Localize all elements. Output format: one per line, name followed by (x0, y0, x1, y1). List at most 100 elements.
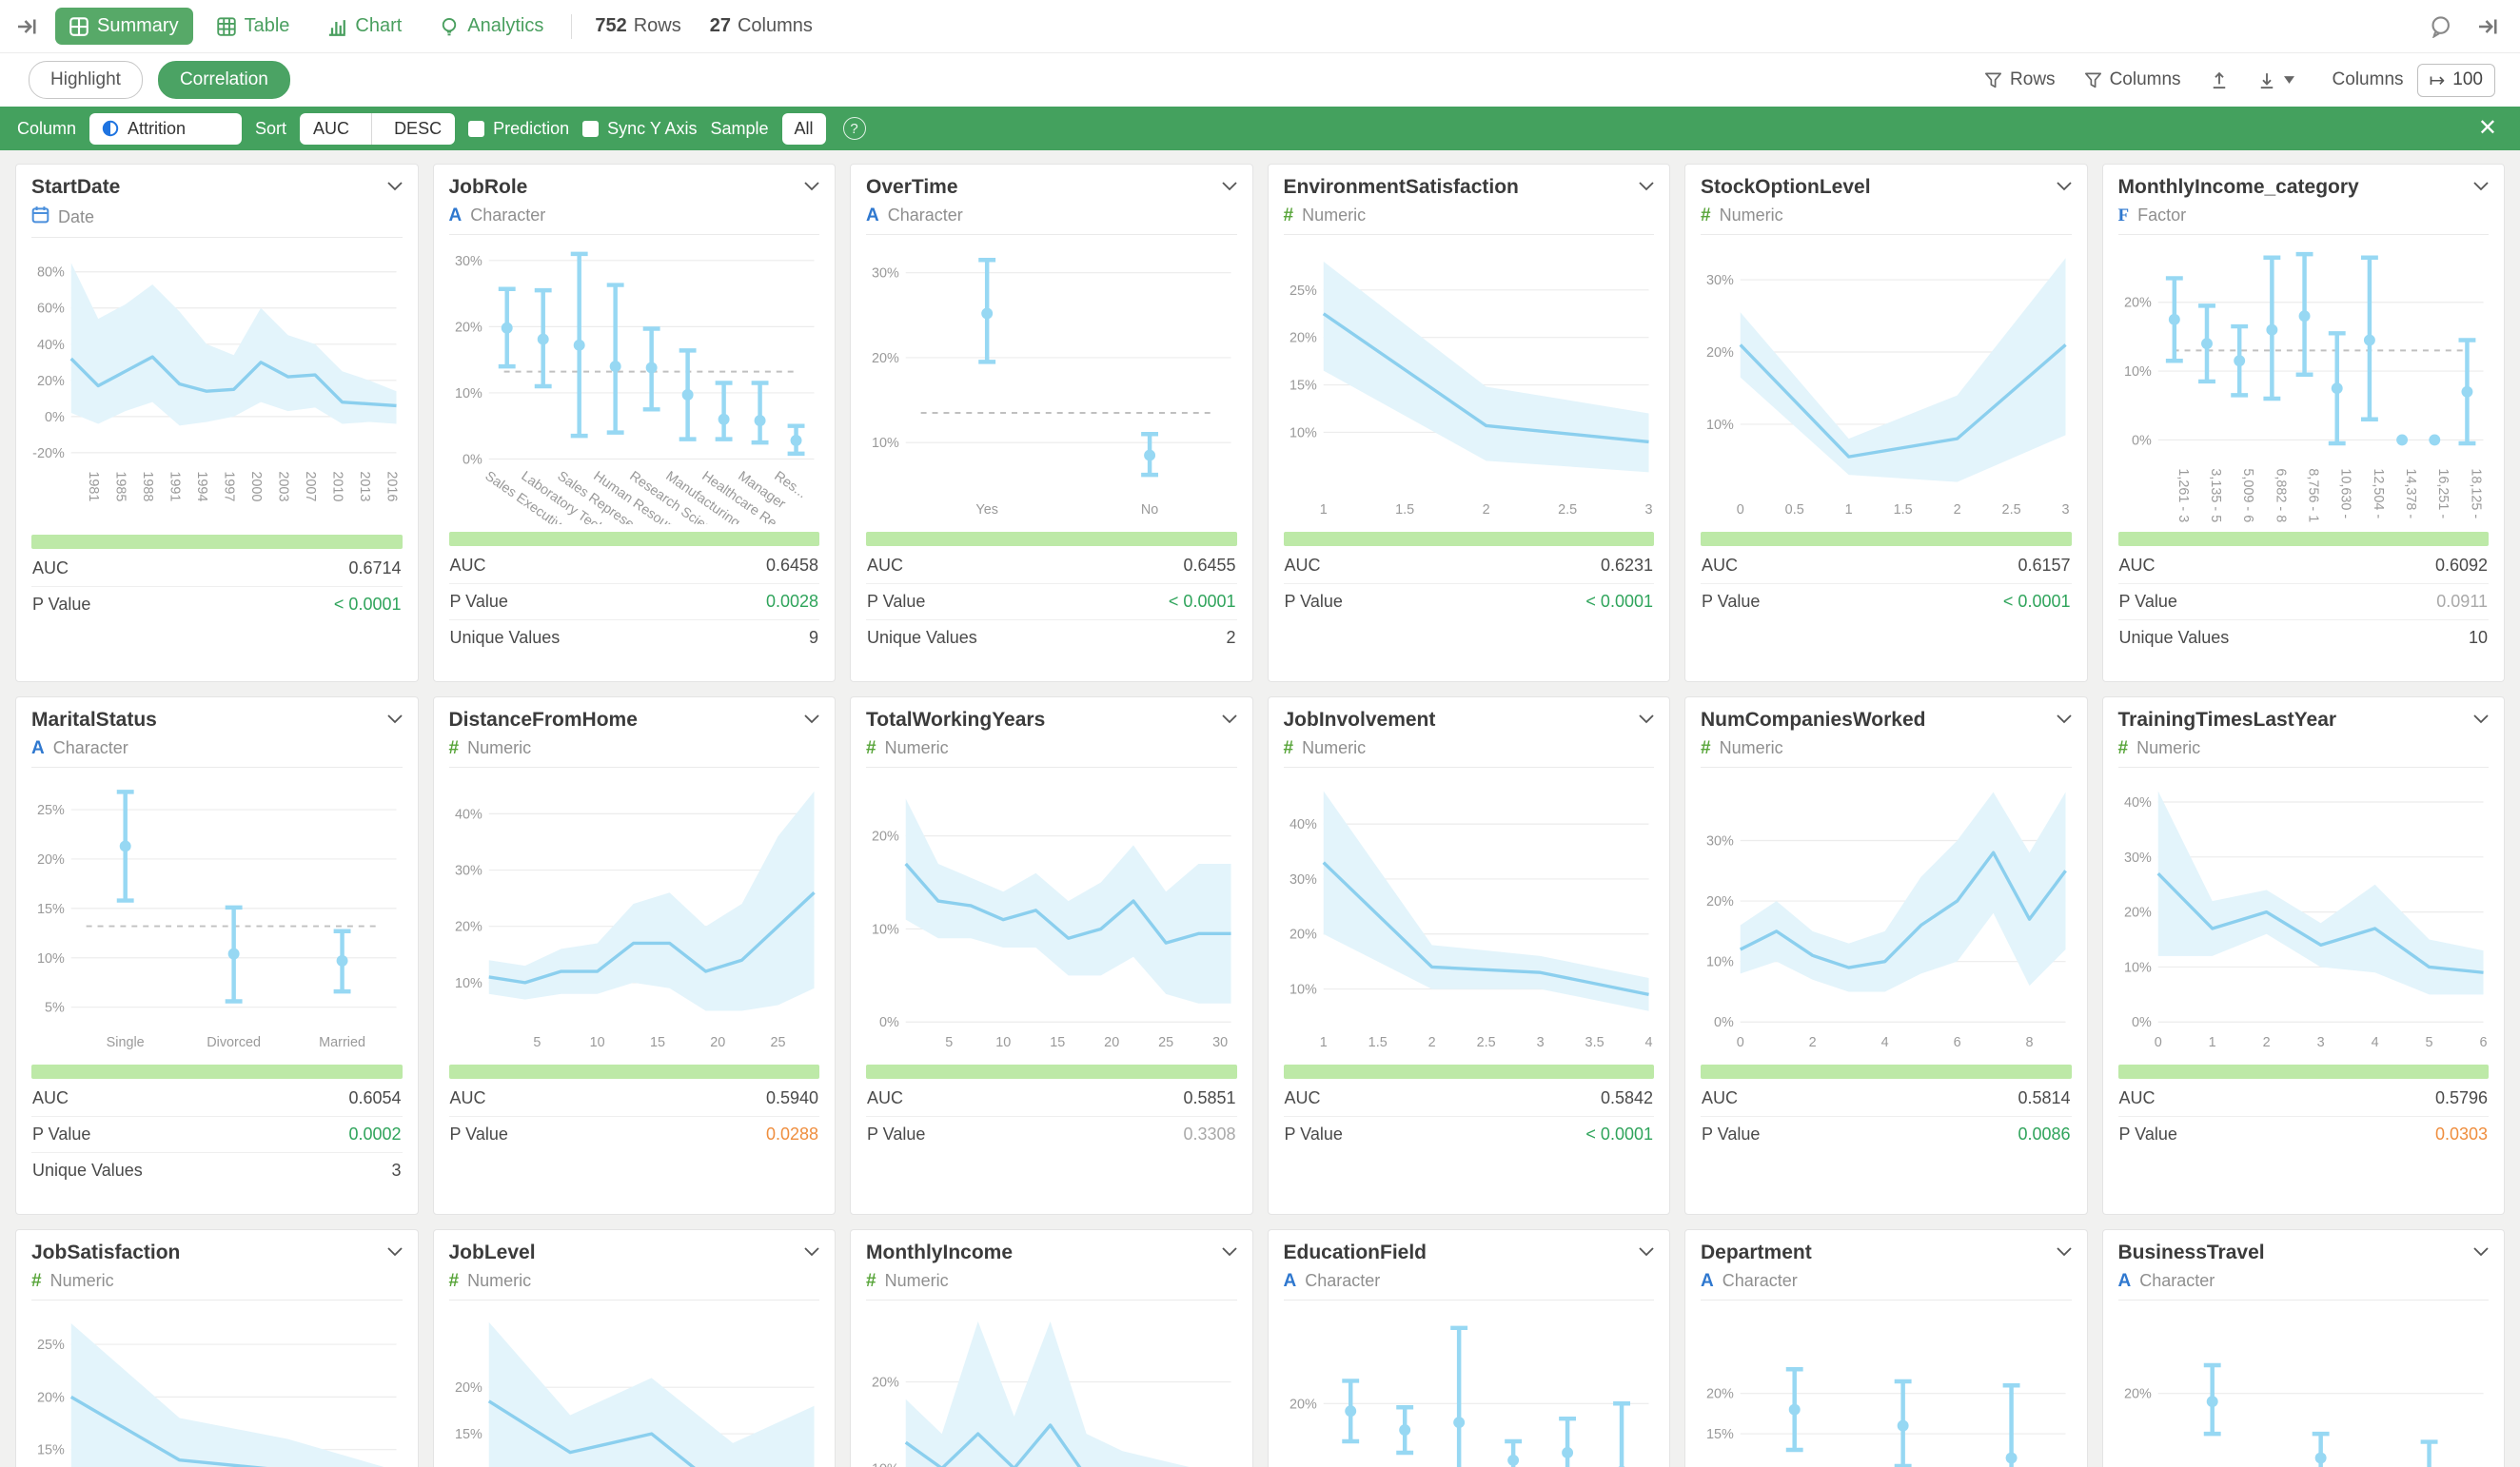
svg-text:40%: 40% (1289, 817, 1316, 832)
chevron-down-icon[interactable] (804, 714, 819, 724)
tab-analytics[interactable]: Analytics (425, 8, 558, 45)
type-label: Numeric (885, 738, 949, 758)
column-name: MonthlyIncome_category (2118, 176, 2359, 199)
svg-text:2007: 2007 (303, 471, 318, 501)
svg-text:20%: 20% (872, 830, 899, 845)
column-limit-input[interactable]: ↦ 100 (2417, 64, 2495, 97)
column-chart: 30%20%10%00.511.522.53 (1701, 239, 2072, 524)
column-select[interactable]: Attrition (89, 113, 242, 145)
sync-y-axis-checkbox[interactable]: Sync Y Axis (582, 119, 697, 139)
prediction-checkbox[interactable]: Prediction (468, 119, 569, 139)
svg-text:10%: 10% (872, 1461, 899, 1467)
chevron-down-icon[interactable] (2473, 1247, 2489, 1257)
numeric-type-icon: # (866, 1271, 876, 1291)
row-count: 752 (595, 15, 626, 37)
svg-text:10%: 10% (1706, 418, 1734, 433)
tab-table[interactable]: Table (203, 8, 305, 45)
chevron-down-icon[interactable] (2473, 714, 2489, 724)
type-icon-wrap: A (1284, 1272, 1297, 1291)
type-icon-wrap: # (1284, 206, 1294, 225)
svg-text:1985: 1985 (112, 471, 128, 501)
character-type-icon: A (2118, 1271, 2132, 1291)
svg-text:5: 5 (2425, 1035, 2432, 1050)
svg-text:25%: 25% (37, 1338, 65, 1353)
svg-text:0%: 0% (1714, 1015, 1734, 1030)
p-value-label: P Value (1285, 1125, 1343, 1144)
svg-text:30%: 30% (872, 266, 899, 282)
chevron-down-icon[interactable] (804, 182, 819, 191)
sample-select[interactable]: All (782, 113, 826, 145)
auc-value: 0.6231 (1601, 556, 1653, 576)
chevron-down-icon[interactable] (2057, 1247, 2072, 1257)
type-icon-wrap: # (1284, 739, 1294, 758)
svg-text:0: 0 (1737, 502, 1744, 518)
correlation-button[interactable]: Correlation (158, 61, 290, 99)
column-stats: AUC0.6455P Value< 0.0001Unique Values2 (866, 548, 1237, 655)
auc-row: AUC0.6458 (449, 548, 820, 584)
svg-text:Yes: Yes (975, 502, 997, 518)
svg-text:60%: 60% (37, 302, 65, 317)
dataset-counts: 752 Rows 27 Columns (595, 15, 813, 37)
type-label: Character (53, 738, 128, 758)
column-card-educationfield: EducationField A Character 20%10% (1268, 1229, 1671, 1467)
column-stats: AUC0.6458P Value0.0028Unique Values9 (449, 548, 820, 655)
chevron-down-icon[interactable] (1639, 1247, 1654, 1257)
column-card-trainingtimeslastyear: TrainingTimesLastYear # Numeric 40%30%20… (2102, 696, 2506, 1215)
unique-values-value: 10 (2469, 628, 2488, 648)
download-button[interactable] (2257, 70, 2294, 89)
svg-text:2.5: 2.5 (1476, 1035, 1495, 1050)
chevron-down-icon[interactable] (2057, 714, 2072, 724)
svg-text:30%: 30% (1706, 273, 1734, 288)
column-name: JobRole (449, 176, 546, 199)
auc-row: AUC0.6714 (31, 551, 403, 587)
chevron-down-icon[interactable] (1222, 1247, 1237, 1257)
chevron-down-icon[interactable] (387, 182, 403, 191)
column-type: # Numeric (866, 1271, 1013, 1291)
column-name: TrainingTimesLastYear (2118, 709, 2337, 732)
svg-text:10%: 10% (454, 386, 482, 401)
svg-text:25: 25 (1158, 1035, 1173, 1050)
upload-button[interactable] (2210, 70, 2229, 89)
column-card-totalworkingyears: TotalWorkingYears # Numeric 20%10%0%5101… (850, 696, 1253, 1215)
highlight-button[interactable]: Highlight (29, 61, 143, 99)
svg-text:6,882 - 8: 6,882 - 8 (2273, 468, 2288, 522)
p-value-label: P Value (32, 1125, 90, 1144)
chevron-down-icon[interactable] (2473, 182, 2489, 191)
auc-value: 0.5940 (766, 1088, 818, 1108)
close-icon[interactable]: ✕ (2478, 117, 2497, 140)
comment-icon[interactable] (2429, 15, 2451, 38)
svg-text:20%: 20% (454, 1380, 482, 1396)
chevron-down-icon[interactable] (2057, 182, 2072, 191)
column-chart: 30%20%10%0%02468 (1701, 772, 2072, 1057)
svg-text:12,504 -: 12,504 - (2370, 468, 2385, 518)
chevron-down-icon[interactable] (387, 714, 403, 724)
auc-row: AUC0.5842 (1284, 1081, 1655, 1117)
filter-rows-label: Rows (2010, 69, 2056, 90)
chevron-down-icon[interactable] (804, 1247, 819, 1257)
p-value-value: 0.0002 (348, 1125, 401, 1144)
chevron-down-icon[interactable] (387, 1247, 403, 1257)
chevron-down-icon[interactable] (1639, 182, 1654, 191)
filter-columns-button[interactable]: Columns (2084, 69, 2181, 90)
auc-row: AUC0.5796 (2118, 1081, 2490, 1117)
auc-row: AUC0.5814 (1701, 1081, 2072, 1117)
mapsto-icon: ↦ (2430, 68, 2446, 92)
sort-select[interactable]: AUC DESC (300, 113, 455, 145)
numeric-type-icon: # (1701, 738, 1711, 758)
help-icon[interactable]: ? (843, 117, 866, 140)
svg-text:2: 2 (1954, 502, 1961, 518)
tab-chart[interactable]: Chart (313, 8, 416, 45)
p-value-row: P Value< 0.0001 (866, 584, 1237, 620)
svg-text:10: 10 (589, 1035, 604, 1050)
filter-rows-button[interactable]: Rows (1984, 69, 2056, 90)
chevron-down-icon[interactable] (1222, 714, 1237, 724)
expand-panel-icon[interactable] (2476, 15, 2499, 38)
svg-text:1.5: 1.5 (1894, 502, 1913, 518)
collapse-panel-icon[interactable] (15, 15, 38, 38)
svg-text:2: 2 (1482, 502, 1489, 518)
chevron-down-icon[interactable] (1222, 182, 1237, 191)
tab-summary[interactable]: Summary (55, 8, 193, 45)
svg-text:10%: 10% (872, 922, 899, 937)
column-card-joblevel: JobLevel # Numeric 20%15%10%5%12345 (433, 1229, 837, 1467)
chevron-down-icon[interactable] (1639, 714, 1654, 724)
